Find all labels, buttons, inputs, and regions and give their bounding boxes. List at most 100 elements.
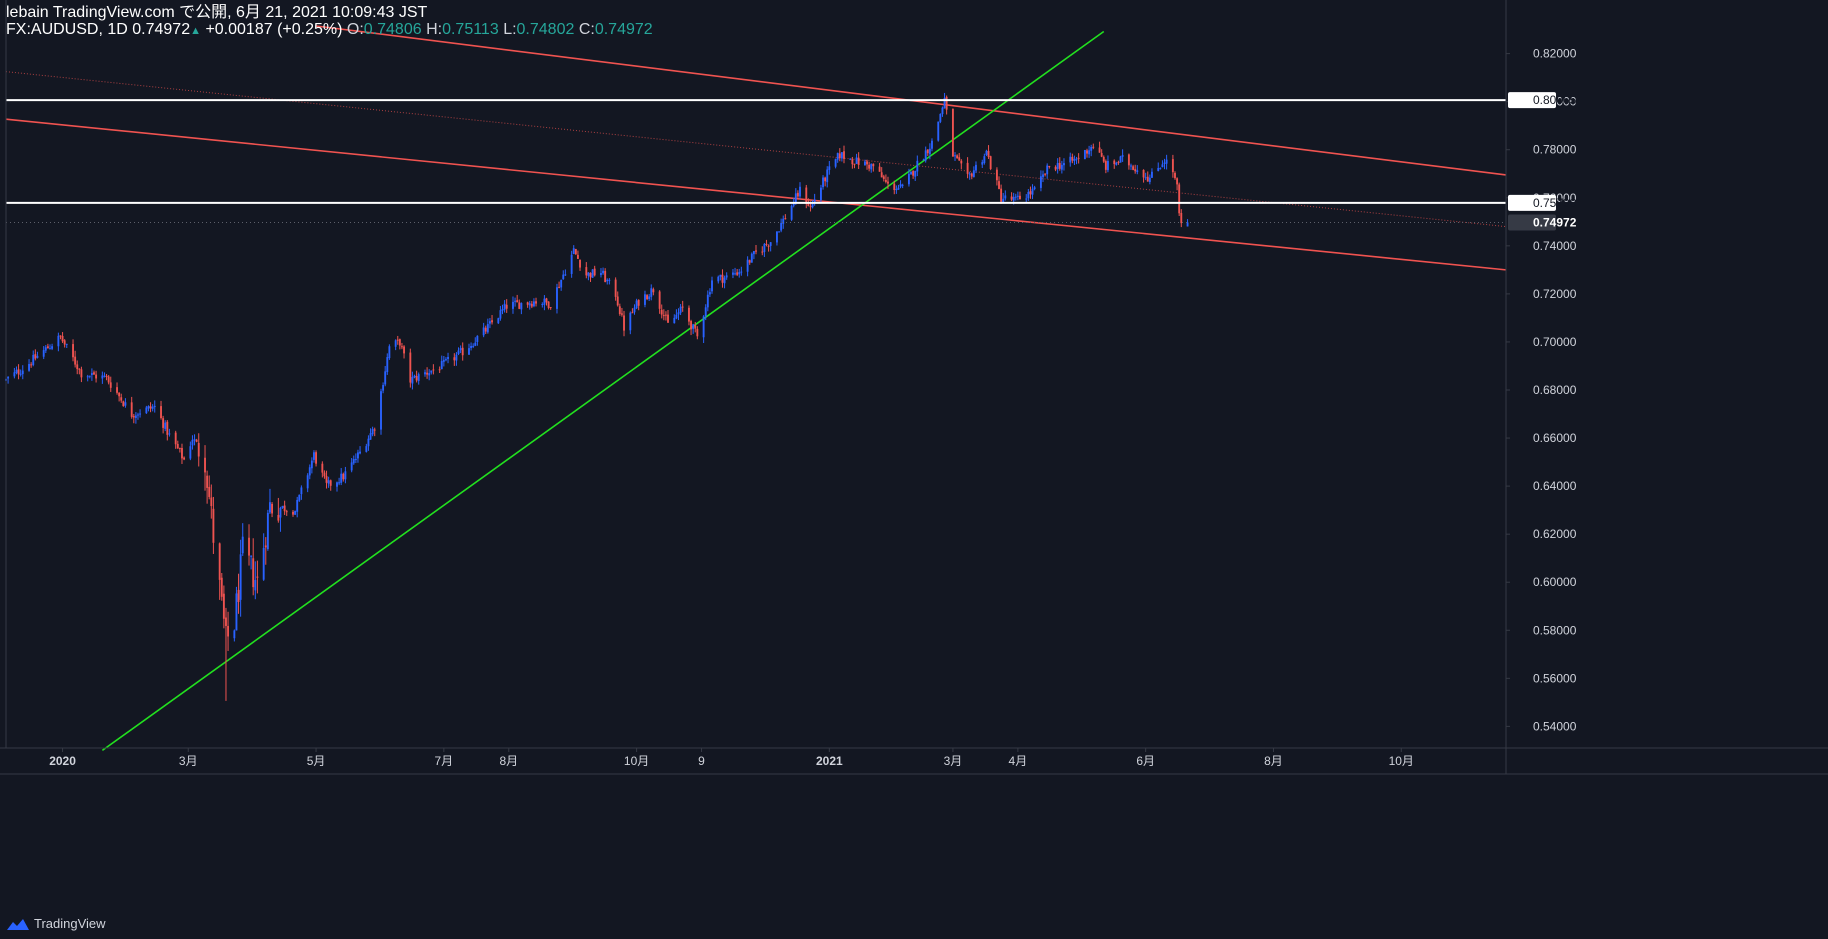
candle-body [738, 272, 741, 275]
candle-body [409, 352, 412, 383]
candle-body [1171, 159, 1174, 173]
candle-body [1083, 149, 1086, 160]
candle-body [585, 267, 588, 276]
candle-body [1071, 156, 1074, 161]
candle-body [424, 372, 426, 375]
candle-body [250, 555, 253, 557]
x-tick-label: 4月 [1009, 754, 1028, 768]
tradingview-brand[interactable]: TradingView [6, 916, 106, 931]
candle-body [951, 109, 954, 157]
candle-body [124, 402, 127, 406]
candle-body [459, 348, 462, 351]
y-tick-label: 0.70000 [1533, 335, 1577, 349]
candle-body [266, 512, 269, 550]
last-price: 0.74972 [132, 21, 191, 38]
candle-body [107, 376, 110, 383]
candle-body [1117, 161, 1120, 163]
candle-body [181, 447, 183, 459]
candle-body [725, 275, 728, 278]
candle-body [958, 157, 961, 161]
candle-body [719, 274, 722, 277]
candle-body [1044, 173, 1047, 175]
candle-body [752, 251, 755, 255]
candle-body [1115, 162, 1118, 165]
candle-body [455, 354, 458, 361]
candle-body [491, 320, 493, 323]
candle-body [960, 160, 963, 164]
candle-body [750, 253, 753, 263]
candle-body [887, 181, 889, 184]
candle-body [78, 368, 81, 370]
candle-body [954, 155, 956, 157]
candle-body [631, 312, 634, 314]
candle-body [51, 346, 54, 349]
candle-body [327, 480, 330, 484]
candle-body [600, 273, 602, 276]
candle-body [468, 348, 470, 355]
candle-body [558, 286, 561, 288]
candle-body [857, 157, 860, 165]
candle-body [1165, 159, 1168, 164]
candle-body [1180, 212, 1183, 224]
trend-line-3 [101, 30, 1105, 752]
candle-body [541, 303, 544, 305]
candle-body [591, 269, 594, 278]
y-tick-label: 0.54000 [1533, 719, 1577, 733]
candle-body [461, 347, 464, 356]
candle-body [1054, 166, 1057, 170]
trend-lines[interactable] [5, 25, 1507, 752]
candle-body [388, 346, 391, 359]
candle-body [350, 462, 353, 471]
candle-body [910, 171, 912, 175]
candle-body [884, 179, 887, 182]
candle-body [1148, 177, 1151, 183]
candle-body [262, 547, 265, 580]
candle-body [103, 375, 106, 377]
candle-body [105, 375, 108, 377]
candle-body [1046, 165, 1049, 175]
candle-body [1178, 184, 1181, 214]
level-price-label-bg [1508, 92, 1556, 109]
candle-body [851, 159, 854, 165]
candle-body [1176, 178, 1179, 185]
candle-body [139, 413, 142, 415]
price-axis[interactable]: 0.54000 0.56000 0.58000 0.60000 0.62000 0.640… [1505, 0, 1577, 774]
candle-body [602, 270, 605, 274]
candle-body [924, 150, 927, 161]
candle-body [315, 452, 317, 464]
candlestick-series [5, 92, 1189, 701]
candle-body [30, 364, 33, 366]
candle-body [298, 494, 301, 501]
candle-body [1119, 156, 1122, 163]
candle-body [359, 451, 361, 454]
candle-body [1014, 196, 1017, 198]
last-price-label: 0.74972 [1533, 215, 1577, 229]
candle-body [945, 96, 948, 110]
candle-body [717, 276, 720, 282]
candle-body [769, 242, 772, 246]
candle-body [614, 279, 617, 297]
candle-body [191, 439, 194, 446]
candle-body [822, 177, 824, 188]
candle-body [403, 346, 405, 354]
chart-header: lebain TradingView.com で公開, 6月 21, 2021 … [6, 4, 653, 40]
candle-body [778, 231, 780, 233]
candle-body [470, 345, 473, 348]
candle-body [901, 184, 904, 186]
candle-body [1121, 155, 1124, 157]
time-axis[interactable]: 2020 3月 5月 7月 8月 10月 9 2021 3月 4月 6月 8月 10月 [0, 0, 1828, 775]
candle-body [19, 373, 22, 375]
candle-body [983, 156, 986, 163]
candle-body [321, 463, 324, 473]
candle-body [130, 402, 133, 417]
candle-body [237, 589, 240, 602]
candle-body [989, 156, 992, 170]
candle-body [151, 406, 154, 409]
candle-body [394, 340, 397, 347]
candle-body [782, 218, 785, 224]
candle-body [514, 300, 517, 302]
candle-body [807, 203, 810, 207]
candle-body [562, 274, 565, 280]
horizontal-levels[interactable] [6, 99, 1506, 223]
